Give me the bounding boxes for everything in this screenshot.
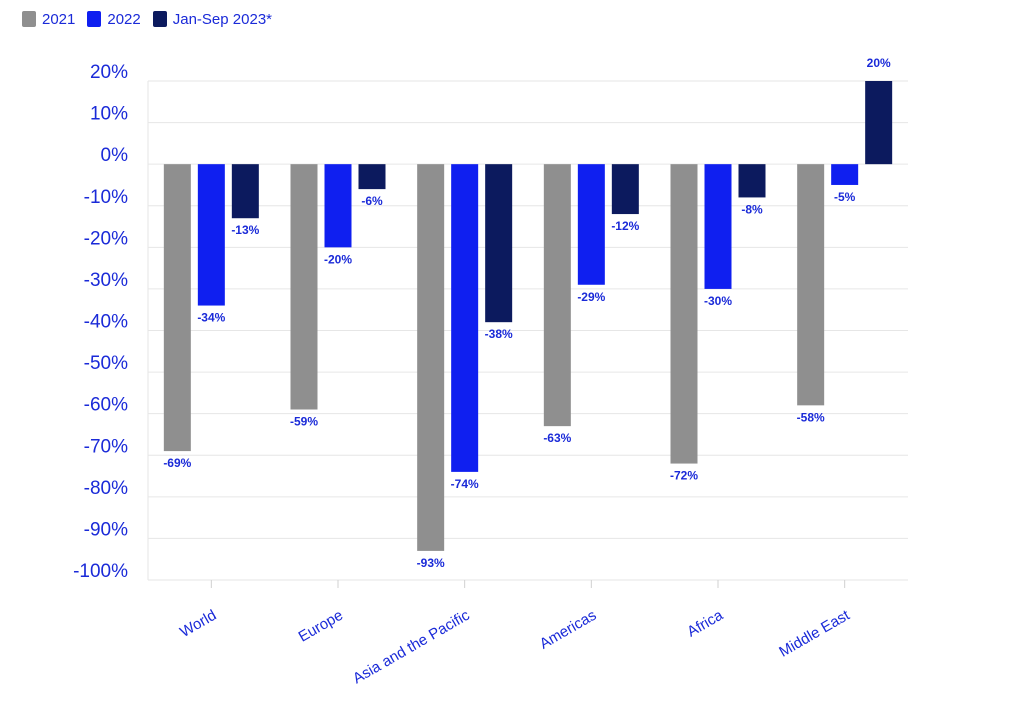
data-label: -74%: [451, 477, 479, 491]
y-axis: 20% 10% 0% -10% -20% -30% -40% -50% -60% -70% -80%…: [73, 62, 128, 582]
y-tick-label: 20%: [90, 62, 128, 83]
legend-item-2023[interactable]: Jan-Sep 2023*: [152, 10, 272, 28]
y-tick-label: -40%: [84, 312, 128, 333]
y-tick-label: 10%: [90, 104, 128, 125]
y-tick-label: -10%: [84, 187, 128, 208]
data-label: -38%: [485, 327, 513, 341]
chart-legend: 2021 2022 Jan-Sep 2023*: [22, 8, 272, 30]
x-tick-label: Africa: [684, 606, 726, 640]
bar-europe-2022[interactable]: [324, 164, 352, 248]
bar-middle-east-jan-sep-2023-[interactable]: [865, 81, 893, 165]
bar-europe-2021[interactable]: [290, 164, 318, 410]
bar-africa-jan-sep-2023-[interactable]: [738, 164, 766, 198]
bar-europe-jan-sep-2023-[interactable]: [358, 164, 386, 190]
data-labels: -69% -34% -13% -59% -20% -6% -93% -74% -38% -63% -…: [163, 56, 891, 570]
bar-world-2021[interactable]: [163, 164, 191, 452]
bar-africa-2021[interactable]: [670, 164, 698, 464]
x-tick-label: Asia and the Pacific: [350, 606, 473, 687]
data-label: -58%: [797, 410, 825, 424]
data-label: -69%: [163, 456, 191, 470]
y-tick-label: -80%: [84, 478, 128, 499]
bar-asia-and-the-pacific-2022[interactable]: [451, 164, 479, 472]
y-tick-label: -90%: [84, 519, 128, 540]
legend-item-2022[interactable]: 2022: [87, 10, 141, 28]
gridlines: [147, 80, 908, 581]
data-label: -72%: [670, 469, 698, 483]
bar-world-jan-sep-2023-[interactable]: [231, 164, 259, 219]
y-tick-label: -20%: [84, 228, 128, 249]
bars: [163, 81, 893, 551]
bar-asia-and-the-pacific-jan-sep-2023-[interactable]: [485, 164, 513, 323]
legend-label-2023: Jan-Sep 2023*: [172, 10, 272, 28]
bar-asia-and-the-pacific-2021[interactable]: [417, 164, 445, 551]
y-tick-label: -30%: [84, 270, 128, 291]
legend-swatch-2021: [22, 11, 36, 27]
data-label: -20%: [324, 252, 352, 266]
y-tick-label: 0%: [101, 145, 129, 166]
data-label: -63%: [543, 431, 571, 445]
bar-middle-east-2022[interactable]: [831, 164, 859, 185]
bar-africa-2022[interactable]: [704, 164, 732, 289]
x-tick-label: Middle East: [776, 606, 853, 660]
legend-swatch-2023: [152, 11, 167, 27]
x-axis: World Europe Asia and the Pacific Americas A…: [177, 580, 853, 687]
legend-label-2021: 2021: [42, 10, 76, 28]
bar-americas-2022[interactable]: [577, 164, 605, 285]
legend-label-2022: 2022: [107, 10, 141, 28]
legend-item-2021[interactable]: 2021: [22, 11, 75, 28]
y-tick-label: -60%: [84, 395, 128, 416]
bar-world-2022[interactable]: [197, 164, 225, 306]
y-tick-label: -100%: [73, 561, 128, 582]
data-label: -13%: [231, 223, 259, 237]
data-label: -59%: [290, 415, 318, 429]
data-label: -29%: [577, 290, 605, 304]
x-tick-label: Americas: [537, 607, 600, 653]
x-tick-label: World: [177, 607, 219, 641]
data-label: -30%: [704, 294, 732, 308]
y-tick-label: -50%: [84, 353, 128, 374]
x-tick-label: Europe: [296, 607, 346, 646]
data-label: -6%: [361, 194, 383, 208]
bar-middle-east-2021[interactable]: [797, 164, 825, 406]
data-label: -34%: [197, 311, 225, 325]
data-label: -12%: [611, 219, 639, 233]
data-label: -93%: [417, 556, 445, 570]
data-label: -5%: [834, 190, 856, 204]
bar-americas-jan-sep-2023-[interactable]: [611, 164, 639, 215]
bar-americas-2021[interactable]: [543, 164, 571, 427]
data-label: -8%: [741, 202, 763, 216]
legend-swatch-2022: [87, 11, 102, 27]
y-tick-label: -70%: [84, 436, 128, 457]
data-label: 20%: [867, 56, 891, 70]
